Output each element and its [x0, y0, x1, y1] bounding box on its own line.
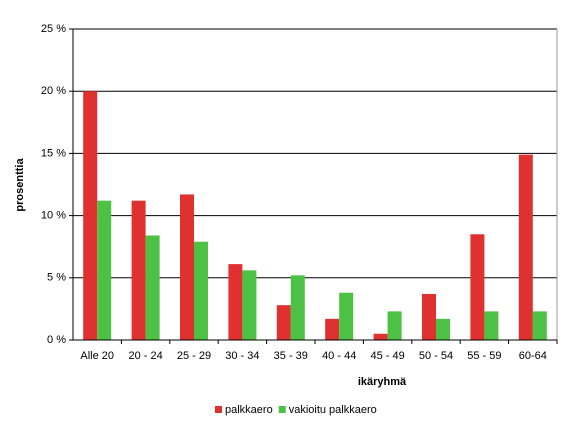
y-tick-label: 15 % [41, 147, 66, 159]
bar [484, 311, 499, 340]
bar [325, 318, 340, 340]
x-tick-label: 60-64 [519, 350, 547, 362]
legend-label: palkkaero [225, 404, 273, 416]
x-tick-label: 30 - 34 [225, 350, 259, 362]
bar [145, 235, 160, 340]
bar [373, 333, 388, 340]
bar [290, 275, 305, 340]
y-tick-label: 10 % [41, 210, 66, 222]
bar [194, 241, 208, 340]
bar [228, 264, 243, 340]
x-tick-label: 45 - 49 [370, 350, 404, 362]
x-tick-label: 50 - 54 [419, 350, 453, 362]
bar [180, 194, 194, 340]
y-tick-label: 25 % [41, 23, 66, 35]
legend-swatch [278, 406, 286, 413]
y-tick-label: 0 % [47, 334, 66, 346]
legend-label: vakioitu palkkaero [289, 404, 377, 416]
bar [276, 305, 291, 340]
bar [131, 200, 146, 340]
bar [470, 234, 485, 340]
x-tick-label: 20 - 24 [128, 350, 162, 362]
bar [97, 200, 112, 340]
y-tick-label: 5 % [47, 272, 66, 284]
bar [436, 318, 450, 340]
x-tick-label: 55 - 59 [467, 350, 501, 362]
legend-swatch [215, 406, 222, 413]
bar [422, 293, 436, 340]
x-tick-label: 25 - 29 [177, 350, 211, 362]
x-tick-label: 40 - 44 [322, 350, 356, 362]
bar [83, 91, 98, 340]
y-axis-label: prosenttia [14, 158, 26, 212]
x-tick-label: Alle 20 [80, 350, 114, 362]
x-tick-label: 35 - 39 [274, 350, 308, 362]
bar [532, 311, 547, 340]
bar [387, 311, 402, 340]
x-axis-label: ikäryhmä [358, 376, 407, 388]
bar [242, 270, 257, 340]
bar [339, 292, 354, 340]
y-tick-label: 20 % [41, 85, 66, 97]
bar [518, 154, 533, 340]
